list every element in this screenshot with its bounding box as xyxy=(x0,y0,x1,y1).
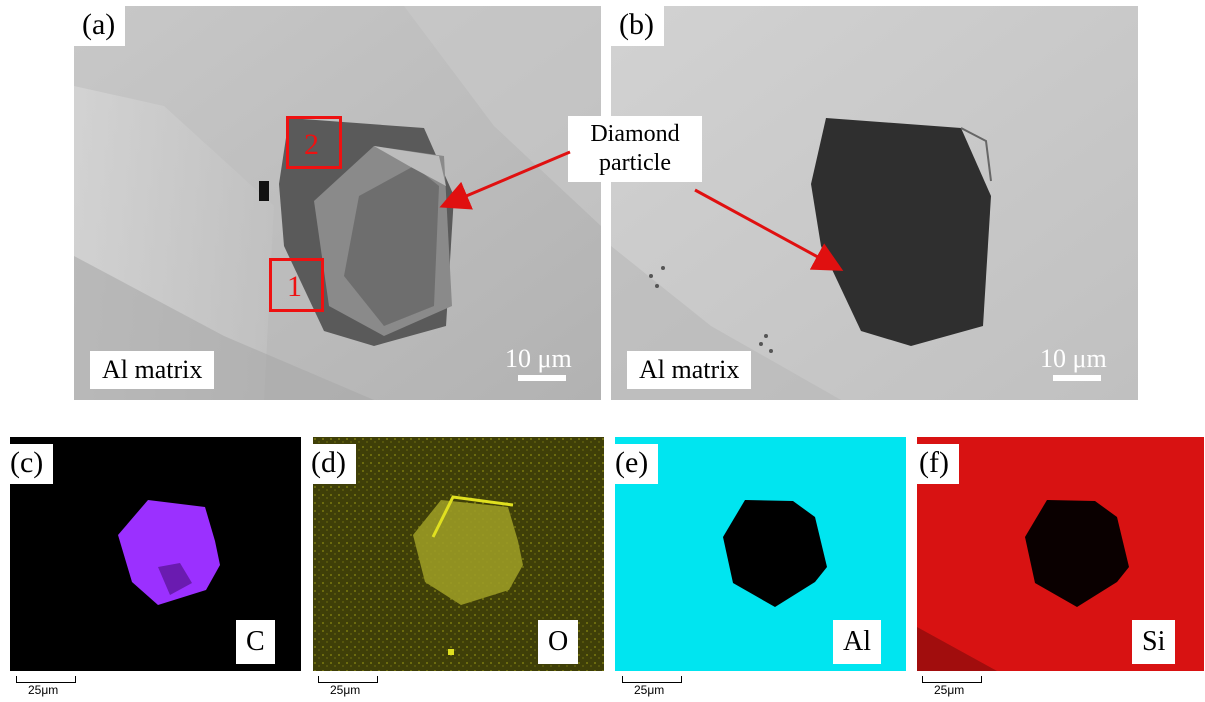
region-box-2 xyxy=(286,116,342,169)
panel-label-d: (d) xyxy=(303,444,356,484)
sem-image-a-graphic xyxy=(74,6,601,400)
eds-map-d xyxy=(313,437,604,671)
panel-label-a: (a) xyxy=(74,6,126,46)
panel-label-c: (c) xyxy=(2,444,54,484)
callout-line-1: Diamond xyxy=(590,121,680,147)
matrix-label-b: Al matrix xyxy=(627,351,752,389)
panel-label-e: (e) xyxy=(607,444,659,484)
eds-map-d-graphic xyxy=(313,437,604,671)
region-label-1: 1 xyxy=(287,270,302,303)
element-label-e: Al xyxy=(833,620,881,664)
eds-map-f-graphic xyxy=(917,500,1129,671)
scale-bar-c xyxy=(16,676,76,683)
scale-text-e: 25μm xyxy=(634,683,665,697)
sem-image-b-graphic xyxy=(611,6,1138,400)
arrow-to-particle-a xyxy=(439,150,571,210)
element-label-c: C xyxy=(236,620,275,664)
scale-bar-d xyxy=(318,676,378,683)
scale-bar-b xyxy=(1053,375,1101,381)
scale-bar-e xyxy=(622,676,682,683)
scale-text-b: 10 μm xyxy=(1040,344,1107,373)
eds-map-c-graphic xyxy=(118,500,220,605)
sem-image-a xyxy=(74,6,601,400)
eds-map-e-graphic xyxy=(723,500,827,607)
diamond-particle-callout: Diamond particle xyxy=(568,116,702,182)
scale-text-f: 25μm xyxy=(934,683,965,697)
scale-bar-f xyxy=(922,676,982,683)
scale-bar-a xyxy=(518,375,566,381)
panel-label-b: (b) xyxy=(611,6,664,46)
scale-text-d: 25μm xyxy=(330,683,361,697)
sem-image-b xyxy=(611,6,1138,400)
arrow-to-particle-b xyxy=(694,188,844,271)
element-label-f: Si xyxy=(1132,620,1176,664)
callout-line-2: particle xyxy=(599,149,671,176)
scale-text-c: 25μm xyxy=(28,683,59,697)
scale-text-a: 10 μm xyxy=(505,344,572,373)
panel-label-f: (f) xyxy=(911,444,959,484)
region-box-1 xyxy=(269,258,324,312)
matrix-label-a: Al matrix xyxy=(90,351,215,389)
element-label-d: O xyxy=(538,620,579,664)
region-label-2: 2 xyxy=(304,128,319,161)
